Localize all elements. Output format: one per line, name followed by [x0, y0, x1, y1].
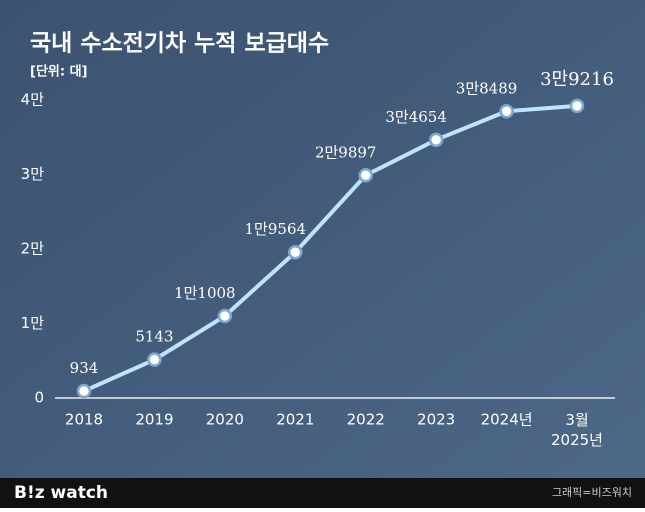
footer-bar [0, 478, 645, 508]
point [217, 308, 233, 324]
point [76, 383, 92, 399]
x-tick-label: 3월 2025년 [551, 411, 603, 449]
chart-title: 국내 수소전기차 누적 보급대수 [30, 31, 329, 57]
point [147, 352, 162, 367]
point [569, 98, 585, 114]
value-label: 1만1008 [174, 284, 236, 302]
y-tick-label: 0 [34, 389, 44, 407]
x-tick-label: 2019 [135, 411, 173, 429]
x-tick-label: 2023 [417, 411, 455, 429]
value-label: 934 [70, 359, 99, 377]
value-label: 3만9216 [540, 69, 614, 90]
point [428, 132, 444, 148]
logo: B!z watch [14, 483, 108, 503]
value-label: 3만8489 [456, 79, 518, 97]
x-tick-label: 2022 [347, 411, 385, 429]
value-label: 5143 [135, 328, 173, 346]
value-label: 1만9564 [245, 220, 307, 238]
line [83, 103, 578, 393]
y-tick-label: 1만 [21, 314, 45, 332]
x-tick-label: 2018 [65, 411, 103, 429]
x-tick-label: 2024년 [481, 411, 533, 429]
value-label: 2만9897 [315, 143, 377, 161]
point [288, 244, 303, 260]
point [499, 104, 514, 119]
y-tick-label: 2만 [21, 240, 45, 258]
y-tick-label: 3만 [21, 165, 45, 183]
y-tick-label: 4만 [21, 91, 45, 109]
x-tick-label: 2021 [276, 411, 314, 429]
point [358, 168, 373, 183]
chart-subtitle: [단위: 대] [30, 64, 88, 80]
value-label: 3만4654 [385, 108, 447, 126]
x-tick-label: 2020 [206, 411, 244, 429]
credit: 그래픽=비즈워치 [552, 486, 632, 499]
